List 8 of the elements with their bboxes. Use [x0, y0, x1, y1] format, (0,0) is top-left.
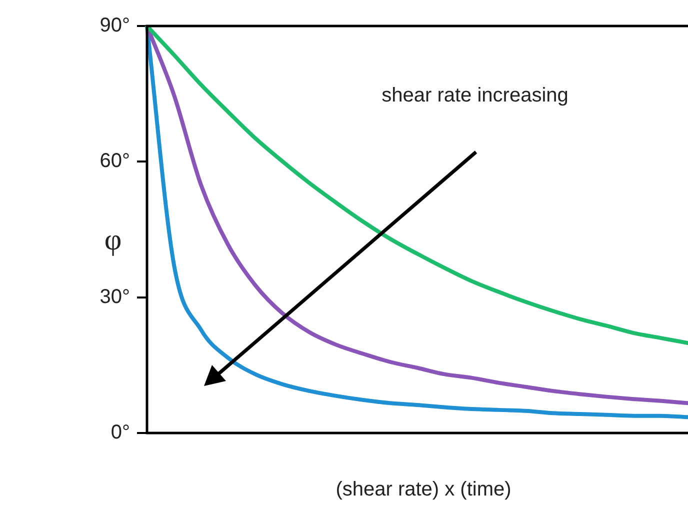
line-series — [145, 26, 688, 346]
annotation: shear rate increasing — [382, 84, 568, 107]
y-tick-label: 30° — [100, 286, 130, 308]
y-tick-label: 0° — [110, 422, 130, 444]
x-axis-title: (shear rate) x (time) — [336, 478, 512, 501]
y-tick-label: 90° — [100, 14, 130, 37]
y-axis-title: φ — [104, 223, 122, 256]
y-tick-label: 60° — [100, 150, 130, 172]
